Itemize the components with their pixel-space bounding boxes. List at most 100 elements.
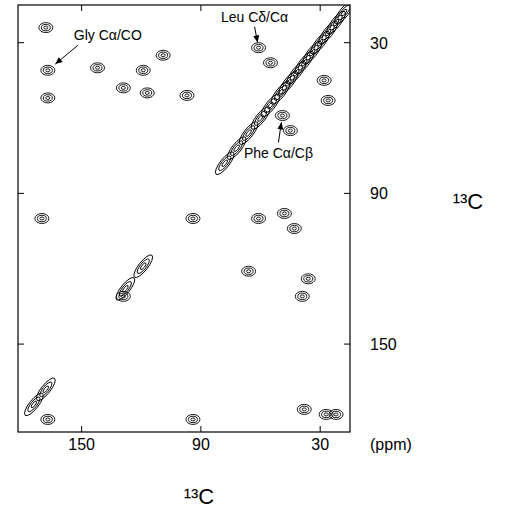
diagonal-peak <box>113 275 137 303</box>
x-axis-title: ¹³C <box>184 484 215 509</box>
contour <box>30 400 37 408</box>
contour <box>302 408 306 411</box>
cross-peak <box>186 414 200 424</box>
y-tick <box>18 193 24 194</box>
contour <box>145 91 149 94</box>
contour <box>280 114 284 117</box>
contour <box>254 215 263 221</box>
cross-peak <box>116 83 130 93</box>
x-tick-label: 150 <box>68 436 95 453</box>
contour <box>38 380 54 398</box>
cross-peak <box>297 404 311 414</box>
contour <box>267 101 274 109</box>
contour <box>186 214 200 224</box>
contour <box>113 275 137 303</box>
contour <box>119 85 128 91</box>
contour <box>306 277 310 280</box>
contour <box>96 66 100 69</box>
contour <box>292 49 316 77</box>
cross-peak <box>301 274 315 284</box>
contour <box>43 95 52 101</box>
contour <box>217 154 233 172</box>
cross-peak <box>242 266 256 276</box>
y-tick-label: 30 <box>370 35 388 52</box>
contour <box>191 418 195 421</box>
contour <box>44 26 48 29</box>
cross-peak <box>41 65 55 75</box>
x-tick-label: 30 <box>311 436 329 453</box>
cross-peak <box>41 414 55 424</box>
cross-peak <box>277 208 291 218</box>
contour <box>119 293 128 299</box>
contour <box>43 416 52 422</box>
contour <box>288 129 292 132</box>
diagonal-peak <box>316 19 340 47</box>
annotation: Phe Cα/Cβ <box>244 145 313 161</box>
y-axis-title: ¹³C <box>453 189 484 214</box>
contour <box>300 39 324 67</box>
contour <box>39 23 53 33</box>
x-tick-label: 90 <box>192 436 210 453</box>
contour <box>121 295 125 298</box>
y-tick <box>344 344 350 345</box>
arrow-head <box>253 35 259 42</box>
contour <box>253 109 269 127</box>
contour <box>37 215 46 221</box>
y-tick <box>344 42 350 43</box>
cross-peak <box>116 291 130 301</box>
diagonal-peak <box>22 391 46 419</box>
contour <box>185 94 189 97</box>
x-tick <box>320 5 321 11</box>
y-tick <box>18 344 24 345</box>
contour <box>41 93 55 103</box>
contour <box>26 395 42 413</box>
contour <box>324 9 348 37</box>
contour <box>278 112 287 118</box>
contour <box>321 95 335 105</box>
contour <box>143 90 152 96</box>
cross-peak <box>317 75 331 85</box>
contour <box>116 291 130 301</box>
contour <box>43 67 52 73</box>
contour <box>324 97 333 103</box>
contour <box>41 24 50 30</box>
chart: 15090303090150¹³C¹³C(ppm)Gly Cα/COLeu Cδ… <box>0 0 525 523</box>
contour <box>159 52 168 58</box>
contour <box>116 83 130 93</box>
contour <box>276 69 300 97</box>
contour <box>263 97 279 115</box>
contour <box>141 69 145 72</box>
y-tick <box>18 42 24 43</box>
contour <box>248 104 272 132</box>
contour <box>22 391 46 419</box>
x-tick <box>200 5 201 11</box>
x-tick <box>81 426 82 432</box>
y-tick <box>344 193 350 194</box>
contour <box>283 126 297 136</box>
contour <box>41 65 55 75</box>
contour <box>42 385 49 393</box>
cross-peak <box>283 126 297 136</box>
contour <box>257 46 261 49</box>
contour <box>46 96 50 99</box>
contour <box>329 409 343 419</box>
contour <box>252 43 266 53</box>
contour <box>131 252 155 280</box>
contour <box>140 262 147 270</box>
contour <box>242 266 256 276</box>
annotation-arrow <box>55 45 78 64</box>
diagonal-peak <box>308 29 332 57</box>
contour <box>245 129 252 137</box>
cross-peak <box>287 224 301 234</box>
x-tick <box>200 426 201 432</box>
contour <box>280 210 289 216</box>
contour <box>186 414 200 424</box>
contour <box>140 88 154 98</box>
arrow-head <box>277 122 283 129</box>
diagonal-peak <box>292 49 316 77</box>
contour <box>213 149 237 177</box>
cross-peak <box>35 214 49 224</box>
cross-peak <box>321 95 335 105</box>
cross-peak <box>295 291 309 301</box>
contour <box>263 58 277 68</box>
